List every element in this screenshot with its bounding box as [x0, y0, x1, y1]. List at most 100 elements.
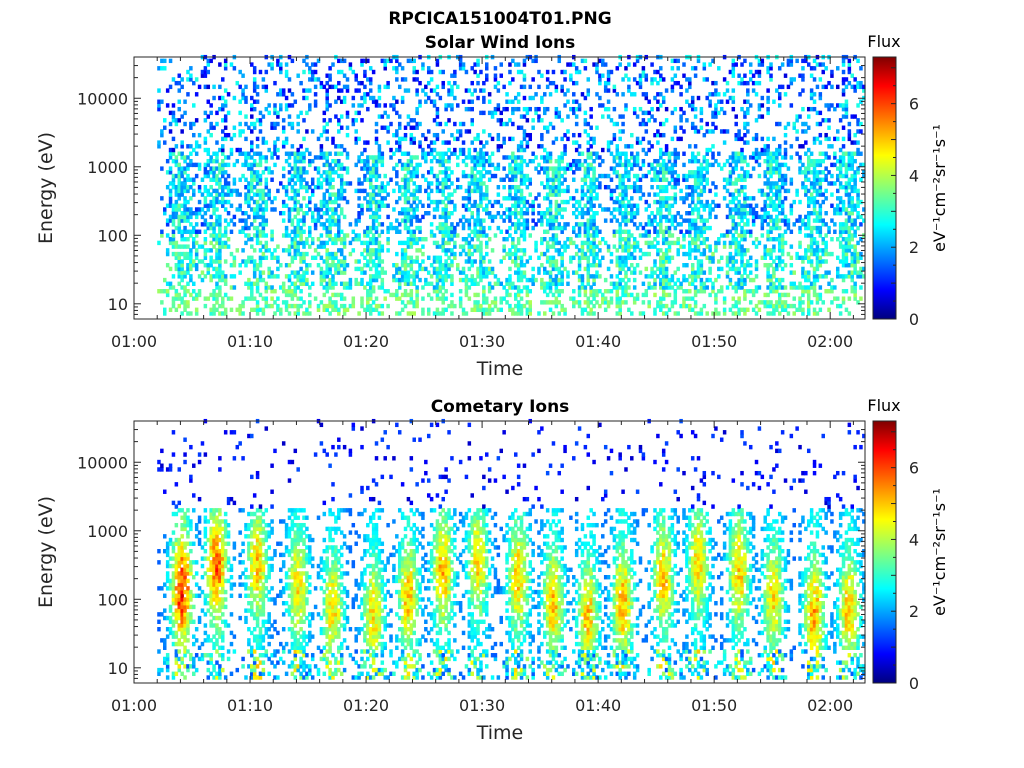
heatmap-cell — [618, 184, 622, 190]
heatmap-cell — [400, 207, 405, 212]
heatmap-cell — [168, 188, 173, 194]
heatmap-cell — [299, 266, 303, 272]
heatmap-cell — [543, 281, 547, 286]
heatmap-cell — [183, 307, 187, 313]
heatmap-cell — [572, 132, 576, 138]
heatmap-cell — [209, 233, 213, 238]
heatmap-cell — [316, 77, 321, 82]
heatmap-cell — [717, 162, 721, 168]
heatmap-cell — [247, 162, 251, 168]
heatmap-cell — [325, 136, 329, 142]
heatmap-cell — [363, 196, 367, 201]
heatmap-cell — [490, 218, 495, 223]
heatmap-cell — [624, 207, 628, 212]
heatmap-cell — [618, 255, 622, 260]
heatmap-cell — [644, 199, 649, 205]
heatmap-cell — [693, 207, 698, 212]
heatmap-cell — [586, 151, 591, 156]
heatmap-cell — [688, 77, 692, 82]
heatmap-cell — [287, 292, 292, 298]
heatmap-cell — [235, 248, 240, 253]
heatmap-cell — [444, 277, 448, 283]
heatmap-cell — [685, 77, 689, 82]
heatmap-cell — [664, 303, 669, 309]
heatmap-cell — [368, 88, 373, 93]
heatmap-cell — [580, 151, 585, 156]
heatmap-cell — [441, 158, 445, 164]
heatmap-cell — [273, 103, 277, 108]
heatmap-cell — [403, 277, 408, 283]
heatmap-cell — [380, 248, 385, 253]
heatmap-cell — [270, 66, 274, 71]
heatmap-cell — [574, 69, 579, 75]
heatmap-cell — [418, 144, 422, 149]
heatmap-cell — [360, 166, 364, 171]
heatmap-cell — [250, 237, 254, 242]
heatmap-cell — [357, 181, 361, 186]
heatmap-cell — [499, 144, 503, 149]
heatmap-cell — [281, 211, 286, 216]
heatmap-cell — [479, 229, 483, 234]
heatmap-cell — [557, 251, 562, 257]
heatmap-cell — [583, 307, 588, 313]
heatmap-cell — [621, 114, 625, 119]
heatmap-cell — [226, 244, 231, 249]
heatmap-cell — [705, 158, 709, 164]
heatmap-cell — [157, 140, 161, 145]
heatmap-cell — [667, 207, 672, 212]
heatmap-cell — [554, 240, 559, 246]
heatmap-cell — [557, 311, 562, 316]
heatmap-cell — [444, 158, 448, 164]
heatmap-cell — [247, 277, 251, 283]
heatmap-cell — [206, 84, 211, 90]
heatmap-cell — [679, 281, 683, 286]
heatmap-cell — [554, 170, 559, 175]
heatmap-cell — [270, 233, 274, 238]
heatmap-cell — [250, 162, 254, 168]
heatmap-cell — [183, 255, 187, 260]
heatmap-cell — [377, 311, 382, 316]
heatmap-cell — [586, 244, 591, 249]
heatmap-cell — [598, 303, 602, 309]
heatmap-cell — [690, 240, 695, 246]
heatmap-cell — [157, 240, 161, 246]
heatmap-cell — [441, 237, 445, 242]
heatmap-cell — [458, 303, 463, 309]
heatmap-cell — [537, 114, 541, 119]
heatmap-cell — [612, 188, 617, 194]
heatmap-cell — [308, 77, 312, 82]
heatmap-cell — [685, 88, 689, 93]
heatmap-cell — [717, 237, 721, 242]
heatmap-cell — [473, 281, 477, 286]
heatmap-cell — [177, 218, 182, 223]
heatmap-cell — [284, 136, 289, 142]
heatmap-cell — [444, 270, 448, 275]
heatmap-cell — [482, 274, 486, 279]
heatmap-cell — [200, 192, 205, 197]
heatmap-cell — [276, 244, 280, 249]
heatmap-cell — [688, 274, 692, 279]
heatmap-cell — [627, 173, 631, 179]
heatmap-cell — [621, 199, 625, 205]
heatmap-cell — [577, 106, 582, 112]
heatmap-cell — [310, 255, 315, 260]
heatmap-cell — [557, 240, 562, 246]
heatmap-cell — [299, 259, 303, 264]
heatmap-cell — [293, 229, 298, 234]
heatmap-cell — [331, 281, 335, 286]
heatmap-cell — [470, 166, 474, 171]
heatmap-cell — [432, 140, 437, 145]
heatmap-cell — [461, 121, 466, 127]
heatmap-cell — [403, 225, 408, 231]
heatmap-cell — [482, 88, 486, 93]
heatmap-cell — [714, 192, 718, 197]
heatmap-cell — [339, 162, 344, 168]
heatmap-cell — [476, 73, 480, 78]
heatmap-cell — [514, 292, 518, 298]
heatmap-cell — [487, 110, 492, 116]
heatmap-cell — [566, 244, 570, 249]
heatmap-cell — [380, 277, 385, 283]
heatmap-cell — [200, 207, 205, 212]
heatmap-cell — [676, 136, 680, 142]
heatmap-cell — [308, 106, 312, 112]
